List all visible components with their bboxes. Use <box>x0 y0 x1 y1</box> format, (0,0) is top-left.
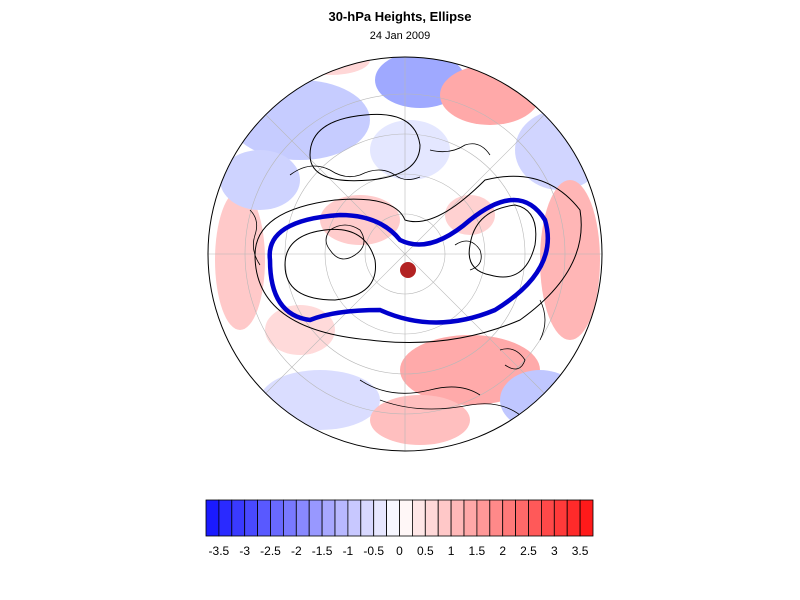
colorbar-box <box>437 499 452 537</box>
colorbar-tick-label: -3 <box>239 544 250 558</box>
colorbar-box <box>450 499 465 537</box>
colorbar-box <box>282 499 297 537</box>
colorbar-tick-label: -0.5 <box>363 544 384 558</box>
colorbar-tick-label: 1.5 <box>469 544 486 558</box>
vortex-center-marker <box>400 262 416 278</box>
colorbar-box <box>515 499 529 537</box>
graticule <box>208 57 602 451</box>
colorbar-tick-label: 2.5 <box>520 544 537 558</box>
colorbar-box <box>205 499 220 537</box>
anomaly-field <box>215 57 602 445</box>
colorbar-box <box>270 499 284 537</box>
colorbar-box <box>424 499 439 537</box>
colorbar-box <box>334 499 349 537</box>
colorbar-box <box>489 499 504 537</box>
colorbar-box <box>541 499 555 537</box>
colorbar-tick-label: -2.5 <box>260 544 281 558</box>
colorbar-box <box>308 499 323 537</box>
colorbar-tick-label: -1.5 <box>312 544 333 558</box>
colorbar-tick-label: 0 <box>396 544 403 558</box>
figure-title: 30-hPa Heights, Ellipse <box>328 9 472 24</box>
colorbar-box <box>373 499 388 537</box>
colorbar-box <box>399 499 413 537</box>
colorbar-tick-label: 1 <box>448 544 455 558</box>
colorbar-box <box>566 499 581 537</box>
colorbar-box <box>463 499 478 537</box>
colorbar-tick-label: 3.5 <box>572 544 589 558</box>
colorbar-box <box>321 499 336 537</box>
colorbar-box <box>386 499 400 537</box>
colorbar-box <box>218 499 233 537</box>
colorbar-box <box>244 499 258 537</box>
colorbar-box <box>257 499 271 537</box>
vortex-ellipse-contour <box>267 197 551 325</box>
colorbar-tick-label: 0.5 <box>417 544 434 558</box>
colorbar-box <box>579 499 594 537</box>
colorbar-box <box>411 499 426 537</box>
colorbar-tick-label: -1 <box>343 544 354 558</box>
height-contours <box>254 113 582 343</box>
colorbar-box <box>528 499 542 537</box>
colorbar-tick-label: -3.5 <box>209 544 230 558</box>
colorbar-box <box>502 499 517 537</box>
colorbar-box <box>231 499 246 537</box>
date-label: 24 Jan 2009 <box>369 30 431 42</box>
colorbar-box <box>295 499 310 537</box>
colorbar-tick-label: 2 <box>499 544 506 558</box>
colorbar-box <box>553 499 568 537</box>
colorbar-tick-label: 3 <box>551 544 558 558</box>
colorbar-tick-label: -2 <box>291 544 302 558</box>
colorbar-box <box>347 499 362 537</box>
colorbar-box <box>360 499 375 537</box>
colorbar-box <box>476 499 491 537</box>
